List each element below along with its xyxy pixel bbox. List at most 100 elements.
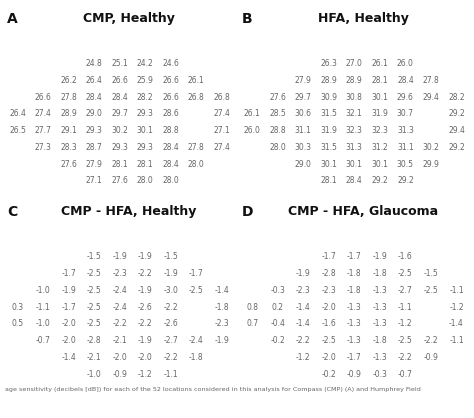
Text: 24.6: 24.6 — [163, 59, 179, 68]
Text: -1.3: -1.3 — [373, 303, 387, 311]
Text: 28.9: 28.9 — [60, 110, 77, 118]
Text: 0.8: 0.8 — [246, 303, 258, 311]
Text: -2.5: -2.5 — [424, 286, 438, 295]
Text: 29.0: 29.0 — [86, 110, 102, 118]
Text: -1.5: -1.5 — [424, 269, 438, 278]
Text: -1.3: -1.3 — [347, 319, 362, 328]
Text: -2.5: -2.5 — [398, 269, 413, 278]
Text: -1.6: -1.6 — [398, 252, 413, 261]
Text: -1.9: -1.9 — [112, 252, 127, 261]
Text: -2.3: -2.3 — [296, 286, 310, 295]
Text: 28.8: 28.8 — [163, 126, 179, 135]
Text: 29.9: 29.9 — [422, 160, 439, 168]
Text: 28.9: 28.9 — [320, 76, 337, 85]
Text: -2.2: -2.2 — [398, 353, 413, 362]
Text: 29.3: 29.3 — [137, 110, 154, 118]
Text: -1.5: -1.5 — [87, 252, 101, 261]
Text: 0.7: 0.7 — [246, 319, 258, 328]
Text: -2.8: -2.8 — [321, 269, 336, 278]
Text: 28.7: 28.7 — [86, 143, 102, 152]
Text: -0.2: -0.2 — [270, 336, 285, 345]
Text: -1.2: -1.2 — [296, 353, 310, 362]
Text: 30.3: 30.3 — [295, 143, 312, 152]
Text: 27.4: 27.4 — [213, 110, 230, 118]
Text: 29.6: 29.6 — [397, 92, 414, 102]
Text: 29.2: 29.2 — [372, 176, 388, 186]
Text: -1.9: -1.9 — [164, 269, 178, 278]
Text: -1.0: -1.0 — [36, 286, 50, 295]
Text: 27.6: 27.6 — [111, 176, 128, 186]
Text: -1.9: -1.9 — [138, 286, 153, 295]
Text: 30.1: 30.1 — [137, 126, 154, 135]
Text: -2.5: -2.5 — [321, 336, 336, 345]
Text: 28.5: 28.5 — [269, 110, 286, 118]
Text: 26.8: 26.8 — [188, 92, 205, 102]
Text: -2.0: -2.0 — [112, 353, 127, 362]
Text: 27.4: 27.4 — [35, 110, 52, 118]
Text: 26.0: 26.0 — [244, 126, 261, 135]
Text: 30.7: 30.7 — [397, 110, 414, 118]
Text: 31.9: 31.9 — [372, 110, 388, 118]
Text: -2.4: -2.4 — [189, 336, 204, 345]
Text: -2.5: -2.5 — [87, 286, 101, 295]
Text: -2.5: -2.5 — [189, 286, 204, 295]
Text: -1.1: -1.1 — [449, 286, 464, 295]
Text: 27.8: 27.8 — [60, 92, 77, 102]
Text: 28.4: 28.4 — [163, 160, 179, 168]
Text: -2.0: -2.0 — [321, 353, 336, 362]
Text: -1.7: -1.7 — [347, 353, 362, 362]
Text: B: B — [242, 12, 252, 26]
Text: 26.1: 26.1 — [188, 76, 205, 85]
Text: -1.8: -1.8 — [347, 286, 362, 295]
Text: 28.0: 28.0 — [137, 176, 154, 186]
Text: -1.1: -1.1 — [164, 370, 178, 379]
Text: 29.0: 29.0 — [295, 160, 311, 168]
Text: -2.2: -2.2 — [424, 336, 438, 345]
Text: 28.4: 28.4 — [397, 76, 414, 85]
Text: -1.7: -1.7 — [189, 269, 204, 278]
Text: 0.5: 0.5 — [11, 319, 24, 328]
Text: -1.6: -1.6 — [321, 319, 336, 328]
Text: -1.4: -1.4 — [296, 319, 310, 328]
Text: 28.4: 28.4 — [86, 92, 102, 102]
Text: -0.9: -0.9 — [347, 370, 362, 379]
Text: age sensitivity (decibels [dB]) for each of the 52 locations considered in this : age sensitivity (decibels [dB]) for each… — [5, 387, 420, 392]
Text: HFA, Healthy: HFA, Healthy — [318, 12, 409, 25]
Text: -1.8: -1.8 — [373, 269, 387, 278]
Text: 26.5: 26.5 — [9, 126, 26, 135]
Text: 29.3: 29.3 — [137, 143, 154, 152]
Text: -1.0: -1.0 — [36, 319, 50, 328]
Text: 30.1: 30.1 — [346, 160, 363, 168]
Text: -1.4: -1.4 — [296, 303, 310, 311]
Text: -2.0: -2.0 — [61, 319, 76, 328]
Text: 30.1: 30.1 — [372, 92, 388, 102]
Text: 29.3: 29.3 — [86, 126, 102, 135]
Text: 26.0: 26.0 — [397, 59, 414, 68]
Text: 30.2: 30.2 — [422, 143, 439, 152]
Text: -1.9: -1.9 — [373, 252, 387, 261]
Text: 29.2: 29.2 — [448, 143, 465, 152]
Text: -2.5: -2.5 — [398, 336, 413, 345]
Text: 27.8: 27.8 — [188, 143, 205, 152]
Text: 32.3: 32.3 — [372, 126, 388, 135]
Text: 26.6: 26.6 — [163, 76, 179, 85]
Text: -2.0: -2.0 — [321, 303, 336, 311]
Text: -2.1: -2.1 — [112, 336, 127, 345]
Text: 26.4: 26.4 — [9, 110, 26, 118]
Text: -2.2: -2.2 — [164, 353, 178, 362]
Text: 28.4: 28.4 — [111, 92, 128, 102]
Text: -1.3: -1.3 — [347, 303, 362, 311]
Text: -1.7: -1.7 — [347, 252, 362, 261]
Text: 24.8: 24.8 — [86, 59, 102, 68]
Text: -0.7: -0.7 — [36, 336, 51, 345]
Text: -1.3: -1.3 — [373, 286, 387, 295]
Text: A: A — [7, 12, 18, 26]
Text: -0.9: -0.9 — [423, 353, 438, 362]
Text: 31.5: 31.5 — [320, 143, 337, 152]
Text: 27.3: 27.3 — [35, 143, 52, 152]
Text: 27.9: 27.9 — [295, 76, 311, 85]
Text: 27.6: 27.6 — [60, 160, 77, 168]
Text: -1.3: -1.3 — [347, 336, 362, 345]
Text: 28.4: 28.4 — [163, 143, 179, 152]
Text: 0.3: 0.3 — [11, 303, 24, 311]
